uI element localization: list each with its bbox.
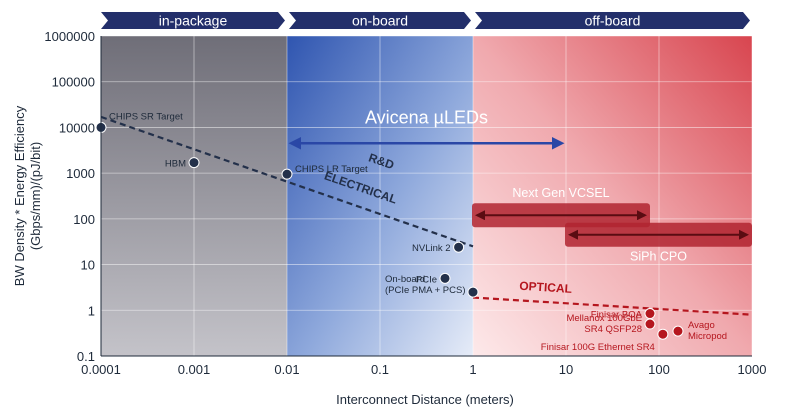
electrical-point-label-5: On-board — [385, 274, 425, 285]
x-tick-label-2: 0.01 — [274, 362, 299, 377]
optical-point-0 — [644, 308, 656, 320]
band-header-0 — [101, 12, 285, 29]
y-tick-label-6: 100000 — [52, 75, 95, 90]
optical-point-1 — [644, 318, 656, 330]
x-tick-label-5: 10 — [559, 362, 573, 377]
y-axis-title-line1: BW Density * Energy Efficiency — [12, 105, 27, 286]
range-label-1: Next Gen VCSEL — [512, 186, 609, 200]
optical-point-label2-1: SR4 QSFP28 — [584, 324, 642, 335]
trend-optical-line — [472, 296, 753, 316]
y-axis-title-line2: (Gbps/mm)/(pJ/bit) — [28, 142, 43, 250]
y-tick-label-0: 0.1 — [77, 349, 95, 364]
y-tick-label-2: 10 — [81, 258, 95, 273]
data-points: CHIPS SR Target HBM CHIPS LR Target NVLink … — [95, 111, 727, 353]
optical-point-label-0: Finisar BOA — [591, 310, 643, 321]
trend-electrical-line — [100, 115, 474, 248]
x-tick-label-0: 0.0001 — [81, 362, 121, 377]
y-tick-label-4: 1000 — [66, 166, 95, 181]
x-tick-label-1: 0.001 — [178, 362, 211, 377]
x-tick-label-6: 100 — [648, 362, 670, 377]
region-headers: in-package on-board off-board — [101, 12, 750, 29]
y-tick-label-7: 1000000 — [44, 29, 95, 44]
y-tick-label-5: 10000 — [59, 120, 95, 135]
technology-ranges: Avicena µLEDs Next Gen VCSEL SiPh CPO — [288, 107, 752, 264]
x-tick-label-4: 1 — [469, 362, 476, 377]
electrical-point-label-2: CHIPS LR Target — [295, 164, 368, 175]
band-header-label-1: on-board — [352, 13, 408, 29]
electrical-point-3 — [453, 241, 465, 253]
trend-optical-label: OPTICAL — [519, 279, 572, 296]
y-tick-label-3: 100 — [73, 212, 95, 227]
electrical-point-label-0: CHIPS SR Target — [109, 111, 183, 122]
x-tick-label-7: 1000 — [738, 362, 767, 377]
electrical-point-1 — [188, 157, 200, 169]
electrical-point-4 — [439, 272, 451, 284]
optical-point-label-1: Mellanox 100GbE — [566, 313, 642, 324]
axes: Interconnect Distance (meters) BW Densit… — [12, 29, 766, 407]
x-axis-title: Interconnect Distance (meters) — [336, 392, 514, 407]
optical-point-label2-3: Micropod — [688, 331, 727, 342]
electrical-point-2 — [281, 168, 293, 180]
y-tick-label-1: 1 — [88, 303, 95, 318]
band-header-2 — [475, 12, 750, 29]
band-2 — [473, 36, 752, 356]
electrical-point-label2-5: (PCIe PMA + PCS) — [385, 285, 466, 296]
band-header-label-0: in-package — [159, 13, 228, 29]
optical-point-label-3: Avago — [688, 320, 715, 331]
electrical-point-5 — [467, 286, 479, 298]
band-header-1 — [289, 12, 471, 29]
x-tick-label-3: 0.1 — [371, 362, 389, 377]
electrical-point-label-4: PCIe — [416, 274, 437, 285]
band-header-label-2: off-board — [585, 13, 641, 29]
range-label-0: Avicena µLEDs — [365, 107, 488, 127]
optical-point-label-2: Finisar 100G Ethernet SR4 — [541, 342, 655, 353]
range-label-2: SiPh CPO — [630, 250, 687, 264]
electrical-point-label-3: NVLink 2 — [412, 243, 451, 254]
optical-point-2 — [657, 328, 669, 340]
electrical-point-label-1: HBM — [165, 159, 186, 170]
optical-point-3 — [672, 325, 684, 337]
